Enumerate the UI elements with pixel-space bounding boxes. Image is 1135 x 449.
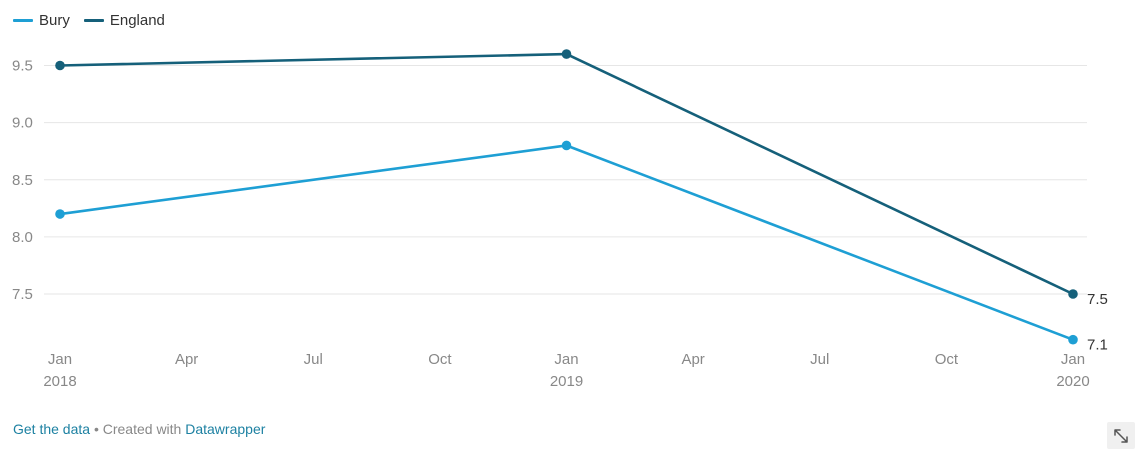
y-tick-label-3: 9.0 [12,115,33,132]
x-tick-month-5: Apr [681,351,704,368]
y-tick-label-0: 7.5 [12,286,33,303]
series-line-bury [58,144,1075,342]
legend-swatch-england [83,19,104,22]
data-point-bury-1 [561,140,572,151]
data-point-england-2 [1068,289,1078,299]
x-tick-month-3: Oct [428,351,452,368]
legend-item-england: England [83,12,165,29]
datawrapper-link[interactable]: Datawrapper [185,421,266,437]
y-tick-label-2: 8.5 [12,172,33,189]
legend-item-bury: Bury [13,12,70,29]
legend-swatch-bury [13,19,33,22]
x-tick-month-0: Jan [48,351,72,368]
end-label-bury: 7.1 [1087,337,1108,354]
end-label-england: 7.5 [1087,291,1108,308]
expand-icon [1114,428,1128,443]
legend-label-england: England [109,12,165,29]
data-point-england-0 [55,60,65,71]
x-tick-year-0: 2018 [43,373,76,390]
x-tick-year-8: 2020 [1056,373,1089,390]
data-point-bury-0 [55,209,65,219]
series-line-england [58,52,1075,296]
expand-button[interactable] [1107,422,1135,449]
get-the-data-link[interactable]: Get the data [13,421,91,437]
x-tick-month-1: Apr [175,351,198,368]
line-chart: 7.5 8.0 8.5 9.0 9.5 Jan 2018 Apr Jul Oct Jan 2019 Ap… [12,49,1108,390]
x-tick-month-6: Jul [810,351,829,368]
y-tick-label-1: 8.0 [12,229,33,246]
x-tick-year-4: 2019 [550,373,583,390]
y-tick-label-4: 9.5 [12,58,33,75]
x-tick-month-2: Jul [304,351,323,368]
x-tick-month-7: Oct [935,351,959,368]
footer: Get the data • Created with Datawrapper [13,421,265,437]
x-tick-month-8: Jan [1061,351,1085,368]
legend-label-bury: Bury [39,12,70,29]
legend: Bury England [13,12,179,29]
x-tick-month-4: Jan [554,351,578,368]
data-point-bury-2 [1068,334,1078,345]
footer-separator: • Created with [90,421,186,437]
data-point-england-1 [561,49,572,59]
